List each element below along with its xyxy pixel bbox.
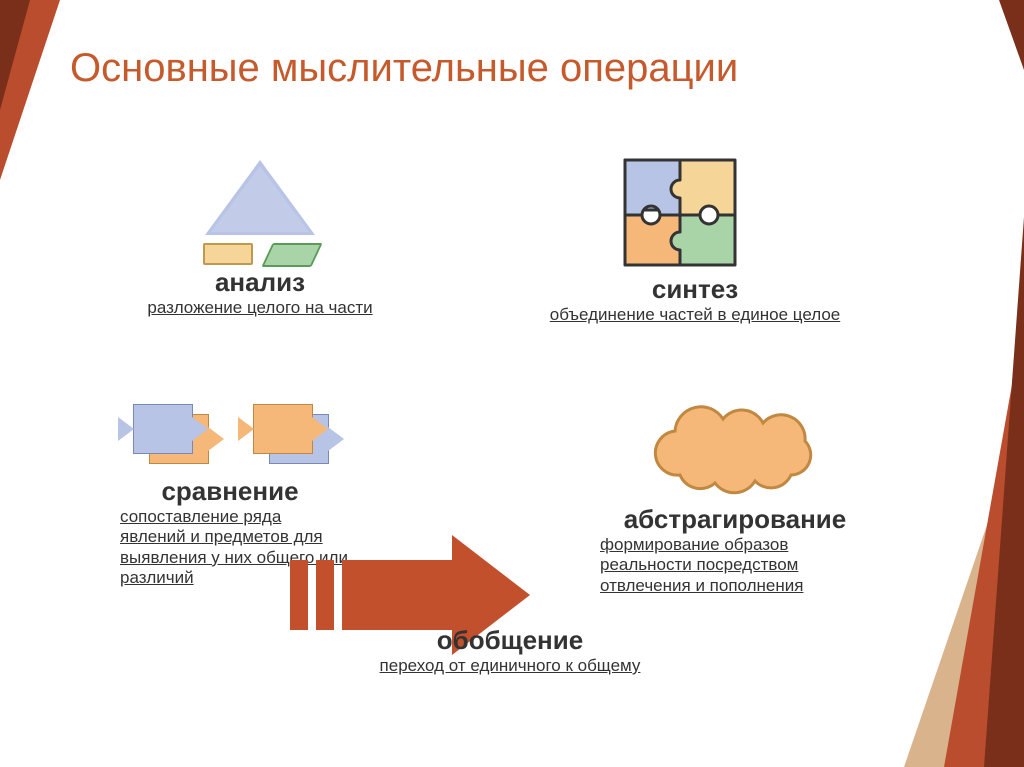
cloud-icon [640, 400, 830, 500]
comparison-label: сравнение [70, 476, 390, 507]
generalization-desc: переход от единичного к общему [330, 656, 690, 676]
card-blue-icon [133, 404, 193, 454]
concept-abstraction: абстрагирование формирование образов реа… [560, 400, 910, 596]
rectangle-icon [203, 243, 253, 265]
concept-analysis: анализ разложение целого на части [120, 160, 400, 318]
comparison-shapes [70, 400, 390, 470]
corner-bottom-right-inner [984, 217, 1024, 767]
analysis-desc: разложение целого на части [120, 298, 400, 318]
card-stack-left [125, 400, 215, 470]
corner-top-right [999, 0, 1024, 70]
corner-top-left-inner [0, 0, 30, 110]
abstraction-desc: формирование образов реальности посредст… [600, 535, 880, 596]
analysis-shapes-row [120, 243, 400, 267]
synthesis-label: синтез [520, 274, 870, 305]
analysis-label: анализ [120, 267, 400, 298]
synthesis-desc: объединение частей в единое целое [520, 305, 870, 325]
puzzle-icon [615, 150, 775, 270]
concept-generalization: обобщение переход от единичного к общему [330, 625, 690, 676]
concept-synthesis: синтез объединение частей в единое целое [520, 150, 870, 325]
generalization-label: обобщение [330, 625, 690, 656]
slide-title: Основные мыслительные операции [70, 45, 738, 91]
card-orange-icon [253, 404, 313, 454]
card-stack-right [245, 400, 335, 470]
rhombus-icon [261, 243, 322, 267]
abstraction-label: абстрагирование [560, 504, 910, 535]
triangle-icon [205, 160, 315, 235]
